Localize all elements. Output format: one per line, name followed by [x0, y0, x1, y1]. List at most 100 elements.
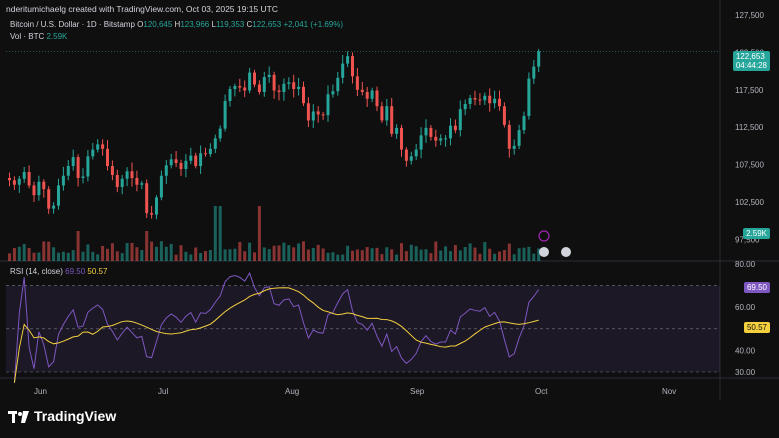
candle-body [478, 99, 482, 101]
volume-bar [243, 251, 247, 261]
candle-body [498, 98, 501, 107]
volume-bar [419, 249, 423, 261]
candle-body [419, 135, 423, 150]
candle-body [233, 86, 237, 90]
symbol-name: Bitcoin / U.S. Dollar · 1D · Bitstamp [10, 20, 135, 29]
candle-body [341, 63, 345, 78]
candle-body [199, 153, 203, 167]
volume-bar [483, 242, 487, 261]
volume-bar [257, 206, 261, 261]
volume-bar [159, 241, 163, 261]
candle-body [76, 157, 80, 178]
volume-bar [155, 246, 158, 261]
candle-body [321, 114, 325, 116]
volume-bar [272, 245, 276, 261]
rsi-badge: 69.50 [743, 282, 770, 293]
candle-body [91, 149, 95, 157]
candle-body [174, 159, 178, 164]
volume-bar [282, 242, 286, 261]
volume-bar [449, 251, 452, 261]
volume-bar [233, 248, 237, 261]
volume-bar [311, 247, 315, 261]
volume-bar [463, 247, 467, 261]
volume-bar [106, 248, 109, 261]
volume-bar [115, 251, 119, 261]
candle-body [140, 183, 144, 185]
candle-body [532, 66, 536, 79]
rsi-value: 69.50 [65, 267, 86, 276]
volume-bar [194, 247, 198, 261]
volume-bar [76, 231, 80, 261]
candle-body [223, 100, 227, 129]
event-icon [538, 230, 550, 242]
time-tick-label: Nov [662, 387, 676, 396]
candle-body [12, 180, 16, 185]
rsi-tick-label: 40.00 [735, 346, 756, 355]
price-tick-label: 127,500 [735, 11, 764, 20]
candle-body [395, 127, 399, 134]
candle-body [297, 86, 301, 90]
candle-body [473, 97, 477, 100]
candle-body [135, 177, 139, 185]
volume-bar [208, 250, 212, 261]
volume-bar [444, 246, 448, 261]
candle-body [346, 56, 350, 64]
volume-bar [326, 252, 330, 261]
candle-body [213, 138, 217, 149]
candle-body [287, 82, 291, 84]
volume-bar [517, 248, 521, 261]
candle-body [331, 91, 335, 95]
volume-bar [400, 243, 403, 261]
candle-body [375, 90, 379, 107]
volume-bar [238, 241, 242, 261]
volume-bar [174, 254, 178, 261]
volume-bar [453, 245, 457, 261]
candle-body [351, 56, 354, 77]
volume-bar [351, 250, 354, 261]
candle-body [115, 175, 119, 187]
volume-bar [297, 243, 301, 261]
volume-bar [57, 252, 60, 261]
volume-bar [262, 247, 266, 261]
volume-bar [135, 247, 139, 261]
volume-bar [395, 254, 399, 261]
volume-bar [424, 249, 428, 261]
volume-bar [125, 242, 129, 261]
close-value: 122,653 [252, 20, 282, 29]
candle-body [27, 172, 31, 186]
candle-body [483, 95, 487, 101]
close-label: C [246, 20, 253, 29]
candle-body [169, 159, 173, 166]
volume-badge: 2.59K [743, 228, 770, 239]
low-value: 119,353 [215, 20, 245, 29]
volume-bar [302, 241, 305, 261]
candle-body [37, 181, 41, 196]
volume-bar [429, 253, 433, 261]
volume-bar [414, 246, 418, 261]
volume-bar [47, 241, 51, 261]
volume-bar [204, 251, 207, 261]
candle-body [336, 77, 340, 92]
volume-bar [512, 254, 516, 261]
candle-body [17, 178, 21, 185]
candle-body [527, 78, 531, 116]
candle-body [184, 160, 188, 170]
volume-bar [91, 251, 95, 261]
high-label: H [174, 20, 181, 29]
candle-body [120, 178, 124, 187]
flag-icon [561, 247, 571, 257]
candle-body [282, 83, 286, 93]
candle-body [238, 86, 242, 88]
candle-body [130, 171, 134, 178]
candle-body [522, 115, 526, 131]
candle-body [488, 95, 492, 104]
candle-body [179, 163, 183, 170]
volume-bar [61, 251, 65, 261]
volume-bar [218, 206, 222, 261]
volume-bar [522, 247, 526, 261]
candle-body [512, 145, 516, 149]
candle-body [204, 153, 207, 155]
candle-body [208, 148, 212, 155]
candle-body [8, 177, 11, 181]
